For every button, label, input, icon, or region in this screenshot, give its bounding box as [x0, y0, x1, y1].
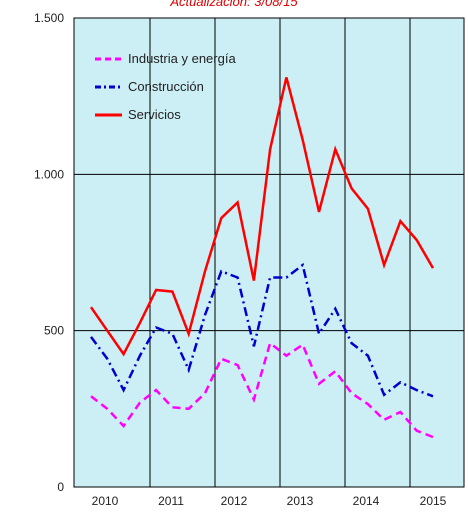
legend-label: Servicios — [128, 107, 181, 122]
series-lines — [89, 77, 435, 439]
plot-area — [73, 17, 465, 488]
y-tick-label: 500 — [44, 324, 64, 338]
x-tick-label: 2015 — [420, 494, 447, 508]
legend-label: Industria y energía — [128, 51, 236, 66]
x-tick-label: 2011 — [158, 494, 184, 508]
x-tick-label: 2012 — [221, 494, 248, 508]
grid-lines — [74, 18, 464, 487]
y-tick-label: 0 — [57, 480, 64, 494]
x-tick-label: 2013 — [287, 494, 314, 508]
y-tick-label: 1.000 — [34, 167, 64, 181]
x-axis-ticks: 2010 2011 2012 2013 2014 2015 — [92, 494, 447, 508]
y-tick-label: 1.500 — [34, 11, 64, 25]
legend: Industria y energía Construcción Servicios — [95, 51, 236, 122]
x-tick-label: 2014 — [353, 494, 380, 508]
series-line — [90, 341, 434, 439]
legend-label: Construcción — [128, 79, 204, 94]
chart-subtitle: Actualización: 3/08/15 — [169, 0, 298, 9]
y-axis-ticks: 0 500 1.000 1.500 — [34, 11, 64, 494]
series-line — [89, 262, 434, 398]
series-line — [89, 77, 435, 357]
x-tick-label: 2010 — [92, 494, 119, 508]
